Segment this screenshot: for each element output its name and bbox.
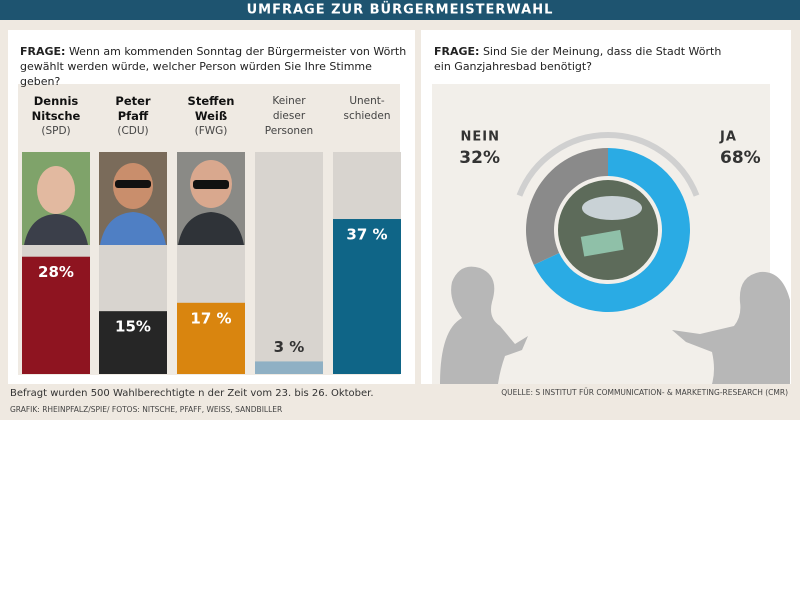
photo-face <box>37 166 75 214</box>
footer-credits: GRAFIK: RHEINPFALZ/SPIE/ FOTOS: NITSCHE,… <box>10 405 282 414</box>
photo-glasses <box>115 180 151 188</box>
bar <box>22 256 90 374</box>
bar <box>99 311 167 374</box>
category-label: JA <box>719 130 737 145</box>
category-label: NEIN <box>461 130 500 145</box>
category-label: Peter Pfaff <box>115 94 151 123</box>
left-question: FRAGE: Wenn am kommenden Sonntag der Bür… <box>20 44 410 89</box>
question-text: Sind Sie der Meinung, dass die Stadt Wör… <box>434 45 722 73</box>
silhouette <box>440 266 528 384</box>
photo-glasses <box>193 180 229 189</box>
value-label: 17 % <box>190 309 231 327</box>
category-label: Dennis Nitsche <box>32 94 81 123</box>
category-label: Keiner dieser Personen <box>265 95 313 137</box>
pie-segment <box>533 148 690 312</box>
question-label: FRAGE: <box>434 45 480 58</box>
value-label: 28% <box>38 263 74 281</box>
right-question: FRAGE: Sind Sie der Meinung, dass die St… <box>434 44 734 74</box>
party-label: (CDU) <box>117 125 148 137</box>
footer-source: QUELLE: S INSTITUT FÜR COMMUNICATION- & … <box>501 388 788 397</box>
value-label: 32% <box>459 148 500 168</box>
footer-note: Befragt wurden 500 Wahlberechtigte n der… <box>10 388 374 399</box>
bar <box>177 302 245 374</box>
silhouette <box>672 271 790 384</box>
bar-track <box>255 152 323 374</box>
bar <box>333 219 401 374</box>
photo-suit <box>24 214 88 245</box>
value-label: 68% <box>720 148 761 168</box>
category-label: Steffen Weiß <box>188 94 235 123</box>
outer-ring <box>516 132 700 197</box>
pie-chart: JA 68% NEIN 32% <box>459 130 761 312</box>
pie-segment <box>526 148 608 265</box>
header-bar <box>0 0 800 20</box>
value-label: 15% <box>115 318 151 336</box>
value-label: 37 % <box>346 226 387 244</box>
photo-suit <box>178 212 244 245</box>
category-label: Unent-schieden <box>343 95 390 122</box>
question-text: Wenn am kommenden Sonntag der Bürgermeis… <box>20 45 407 88</box>
center-photo-detail <box>582 196 642 220</box>
center-photo <box>558 180 658 280</box>
photo-shirt <box>100 212 166 245</box>
value-label: 3 % <box>274 338 305 356</box>
question-label: FRAGE: <box>20 45 66 58</box>
bar <box>255 361 323 374</box>
party-label: (SPD) <box>41 125 70 137</box>
header-title: UMFRAGE ZUR BÜRGERMEISTERWAHL <box>247 2 554 18</box>
center-photo-detail <box>580 229 624 257</box>
photos <box>22 152 245 245</box>
party-label: (FWG) <box>195 125 228 137</box>
